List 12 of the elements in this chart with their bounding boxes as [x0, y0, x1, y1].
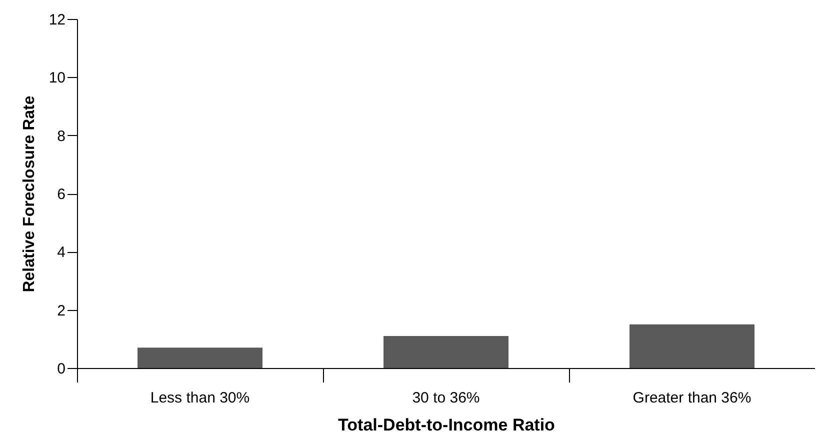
- y-tick-label: 12: [48, 12, 66, 28]
- x-tick-label: Greater than 36%: [632, 390, 752, 406]
- y-tick-label: 6: [57, 186, 66, 203]
- y-tick-label: 8: [57, 128, 66, 145]
- y-tick-label: 0: [57, 360, 66, 378]
- x-tick-label: 30 to 36%: [412, 390, 480, 406]
- y-tick-label: 10: [48, 70, 66, 87]
- y-axis-title: Relative Foreclosure Rate: [20, 96, 38, 292]
- x-axis-title: Total-Debt-to-Income Ratio: [338, 416, 555, 434]
- y-tick-label: 2: [57, 302, 66, 320]
- x-tick-label: Less than 30%: [150, 390, 250, 406]
- y-tick-label: 4: [57, 244, 66, 262]
